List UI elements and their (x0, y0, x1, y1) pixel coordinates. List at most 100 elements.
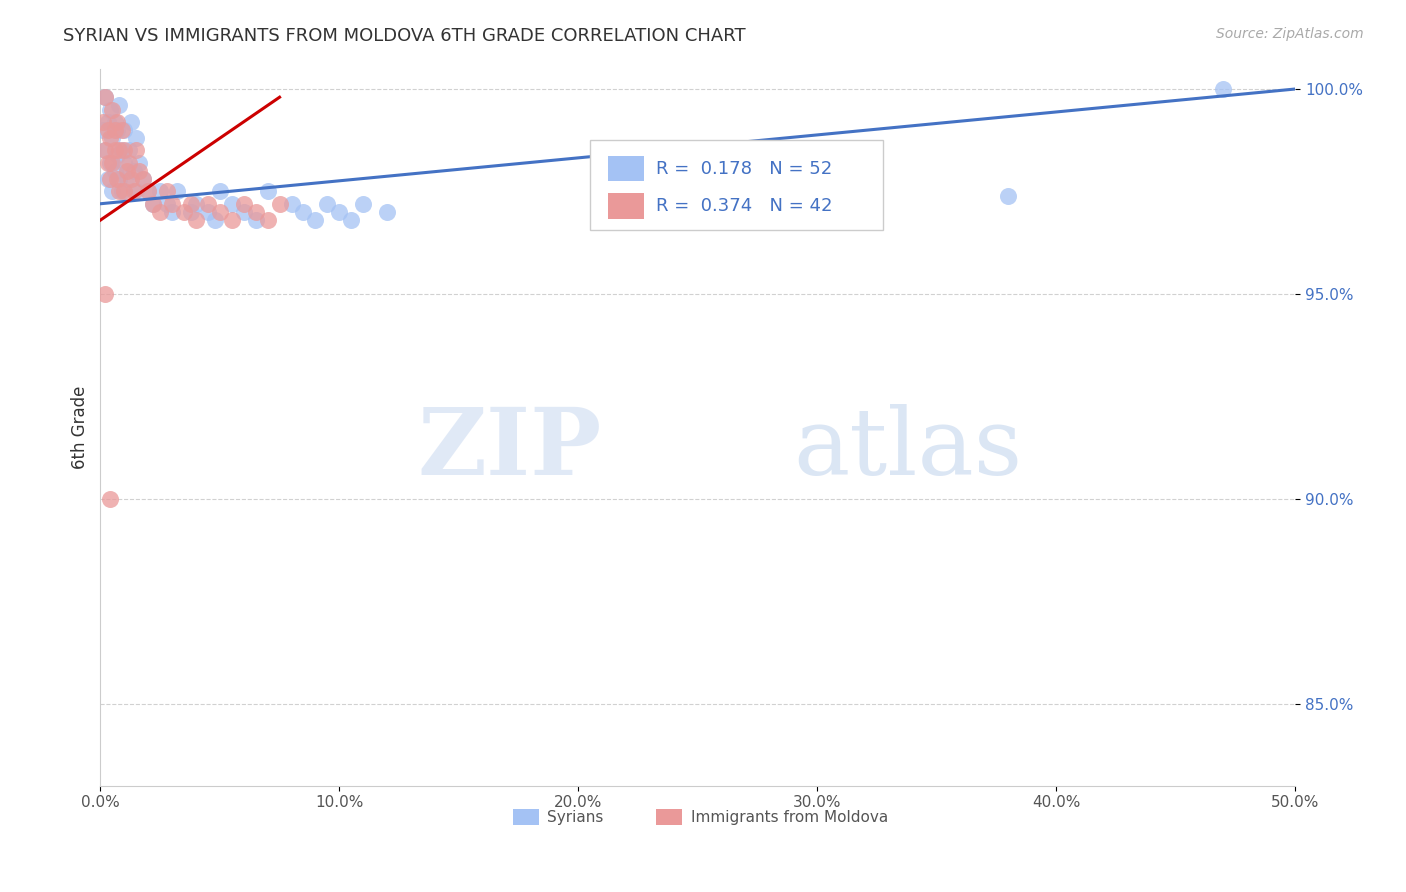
Point (98, 131, 121, 145)
Point (94, 90, 117, 104)
Point (173, 205, 195, 219)
Point (128, 164, 150, 178)
Point (149, 205, 172, 219)
Point (122, 164, 145, 178)
Bar (609, 193, 644, 219)
Point (105, 172, 128, 186)
Point (112, 144, 135, 158)
Point (245, 205, 267, 219)
Point (160, 205, 183, 219)
Point (125, 185, 148, 199)
Text: R =  0.178   N = 52: R = 0.178 N = 52 (657, 160, 832, 178)
Point (232, 205, 254, 219)
Point (204, 213, 226, 227)
Point (128, 155, 150, 169)
Point (142, 196, 165, 211)
Point (132, 172, 155, 186)
Point (101, 103, 124, 117)
Text: ZIP: ZIP (418, 403, 602, 493)
Text: atlas: atlas (793, 403, 1022, 493)
Point (96, 115, 118, 129)
Point (197, 205, 219, 219)
Bar (657, 809, 682, 825)
Point (118, 144, 141, 158)
Point (104, 123, 127, 137)
Point (221, 196, 243, 211)
Point (96, 123, 118, 137)
Point (352, 196, 374, 211)
Point (136, 185, 159, 199)
Point (180, 196, 202, 211)
Point (118, 155, 141, 169)
Bar (513, 809, 538, 825)
Point (156, 196, 179, 211)
Point (245, 213, 267, 227)
Point (256, 213, 278, 227)
Point (316, 196, 339, 211)
Point (166, 185, 188, 199)
Point (101, 185, 124, 199)
Text: Syrians: Syrians (547, 810, 603, 825)
Point (120, 115, 142, 129)
Point (112, 155, 135, 169)
FancyBboxPatch shape (591, 140, 883, 230)
Point (197, 196, 219, 211)
Point (1212, 82, 1234, 96)
Point (149, 185, 172, 199)
Point (111, 123, 134, 137)
Point (184, 213, 207, 227)
Point (94, 90, 117, 104)
Point (328, 205, 350, 219)
Point (94, 144, 117, 158)
Point (142, 196, 165, 211)
Point (105, 147, 128, 161)
Point (108, 144, 131, 158)
Text: SYRIAN VS IMMIGRANTS FROM MOLDOVA 6TH GRADE CORRELATION CHART: SYRIAN VS IMMIGRANTS FROM MOLDOVA 6TH GR… (63, 27, 747, 45)
Point (91, 115, 114, 129)
Point (98, 172, 121, 186)
Point (94, 144, 117, 158)
Point (256, 185, 278, 199)
Point (280, 196, 302, 211)
Point (98, 155, 121, 169)
Point (108, 185, 131, 199)
Point (98, 491, 121, 506)
Point (101, 131, 124, 145)
Point (104, 144, 127, 158)
Point (105, 123, 128, 137)
Point (112, 185, 135, 199)
Bar (609, 156, 644, 181)
Point (111, 144, 134, 158)
Point (122, 185, 145, 199)
Point (111, 185, 134, 199)
Point (269, 196, 291, 211)
Point (208, 205, 231, 219)
Point (136, 185, 159, 199)
Point (160, 196, 183, 211)
Point (105, 115, 128, 129)
Point (180, 205, 202, 219)
Point (292, 205, 315, 219)
Point (115, 172, 138, 186)
Point (125, 144, 148, 158)
Point (997, 188, 1019, 202)
Point (98, 103, 121, 117)
Y-axis label: 6th Grade: 6th Grade (72, 385, 89, 469)
Text: R =  0.374   N = 42: R = 0.374 N = 42 (657, 196, 832, 215)
Point (115, 164, 138, 178)
Point (208, 185, 231, 199)
Point (375, 205, 398, 219)
Point (91, 123, 114, 137)
Point (340, 213, 363, 227)
Point (112, 123, 135, 137)
Point (108, 98, 131, 112)
Point (104, 164, 127, 178)
Text: Immigrants from Moldova: Immigrants from Moldova (690, 810, 887, 825)
Point (132, 172, 155, 186)
Point (108, 172, 131, 186)
Text: Source: ZipAtlas.com: Source: ZipAtlas.com (1216, 27, 1364, 41)
Point (304, 213, 326, 227)
Point (232, 196, 254, 211)
Point (184, 196, 207, 211)
Point (104, 115, 127, 129)
